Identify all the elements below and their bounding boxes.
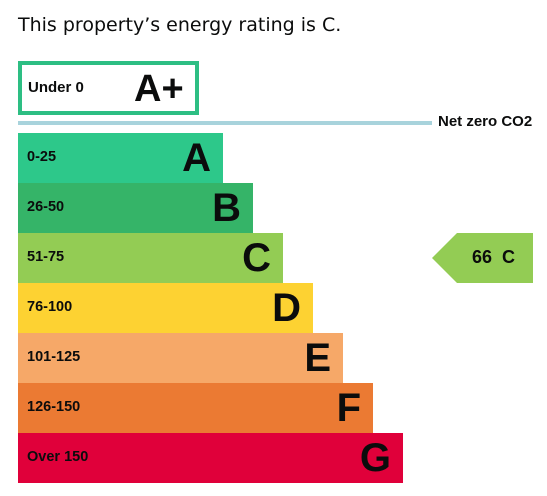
net-zero-line [18,121,432,125]
band-f: 126-150 F [18,383,373,433]
band-range: 51-75 [27,249,65,265]
band-c: 51-75 C [18,233,283,283]
current-rating-letter: C [502,247,516,267]
band-letter: G [359,436,391,480]
band-letter: A [182,136,211,180]
band-a-plus: Under 0 A+ [18,61,199,115]
band-letter: D [272,286,301,330]
band-letter: A+ [134,68,184,110]
net-zero-label: Net zero CO2 [438,113,533,130]
band-range: 0-25 [27,149,57,165]
band-e: 101-125 E [18,333,343,383]
band-range: Under 0 [28,79,84,96]
band-letter: F [336,386,361,430]
band-letter: E [304,336,331,380]
band-range: Over 150 [27,449,89,465]
band-letter: C [242,236,271,280]
rating-intro: This property’s energy rating is C. [18,14,342,36]
band-range: 26-50 [27,199,65,215]
band-a: 0-25 A [18,133,223,183]
band-letter: B [212,186,241,230]
band-range: 101-125 [27,349,81,365]
band-d: 76-100 D [18,283,313,333]
band-b: 26-50 B [18,183,253,233]
band-range: 76-100 [27,299,73,315]
band-g: Over 150 G [18,433,403,483]
current-rating-arrow [432,233,533,283]
current-rating-text: 66 C [472,247,515,268]
band-range: 126-150 [27,399,81,415]
current-rating-marker: 66 C [432,233,533,283]
current-rating-value: 66 [472,247,493,267]
